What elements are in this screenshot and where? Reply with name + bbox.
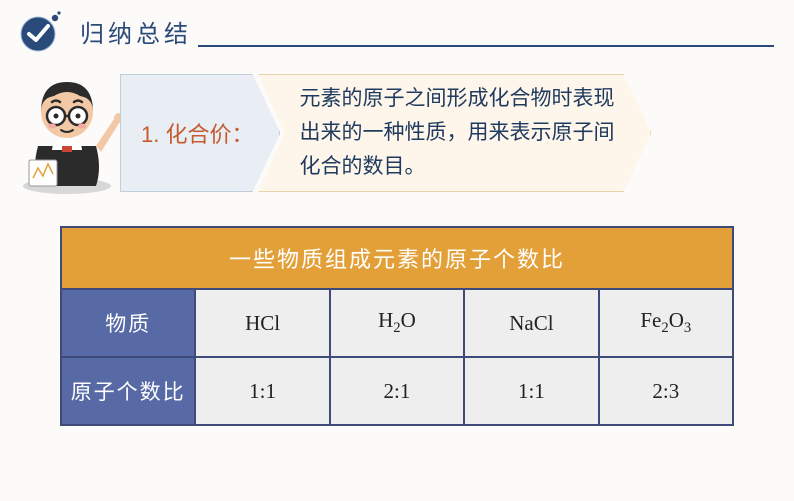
formula-cell: H2O [330,289,464,357]
title-row: 归纳总结 [80,14,794,51]
ratio-cell: 1:1 [464,357,598,425]
header: 归纳总结 [0,0,794,54]
row-header-substance: 物质 [61,289,195,357]
ratio-cell: 1:1 [195,357,329,425]
arrow-group: 1. 化合价： 元素的原子之间形成化合物时表现 出来的一种性质，用来表示原子间 … [120,74,651,192]
teacher-illustration-icon [8,68,126,198]
page-title: 归纳总结 [80,14,192,51]
table-row: 物质 HCl H2O NaCl Fe2O3 [61,289,733,357]
formula-cell: Fe2O3 [599,289,733,357]
definition-line: 出来的一种性质，用来表示原子间 [299,116,614,150]
formula-cell: NaCl [464,289,598,357]
ratio-table-wrap: 一些物质组成元素的原子个数比 物质 HCl H2O NaCl Fe2O3 原子个… [60,226,734,426]
definition-line: 元素的原子之间形成化合物时表现 [299,82,614,116]
ratio-cell: 2:3 [599,357,733,425]
valence-label: 1. 化合价： [120,74,280,192]
table-title: 一些物质组成元素的原子个数比 [61,227,733,289]
title-underline [198,45,774,47]
formula-cell: HCl [195,289,329,357]
definition-line: 化合的数目。 [299,150,614,184]
valence-definition: 元素的原子之间形成化合物时表现 出来的一种性质，用来表示原子间 化合的数目。 [258,74,651,192]
ratio-cell: 2:1 [330,357,464,425]
check-badge-icon [18,10,62,54]
definition-row: 1. 化合价： 元素的原子之间形成化合物时表现 出来的一种性质，用来表示原子间 … [0,68,794,198]
row-header-ratio: 原子个数比 [61,357,195,425]
ratio-table: 一些物质组成元素的原子个数比 物质 HCl H2O NaCl Fe2O3 原子个… [60,226,734,426]
table-row: 原子个数比 1:1 2:1 1:1 2:3 [61,357,733,425]
